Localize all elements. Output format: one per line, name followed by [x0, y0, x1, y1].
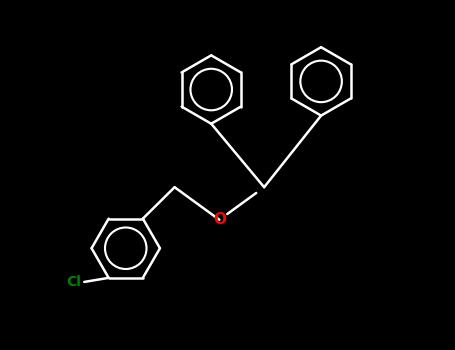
Text: Cl: Cl [66, 275, 81, 289]
Text: O: O [213, 212, 226, 227]
